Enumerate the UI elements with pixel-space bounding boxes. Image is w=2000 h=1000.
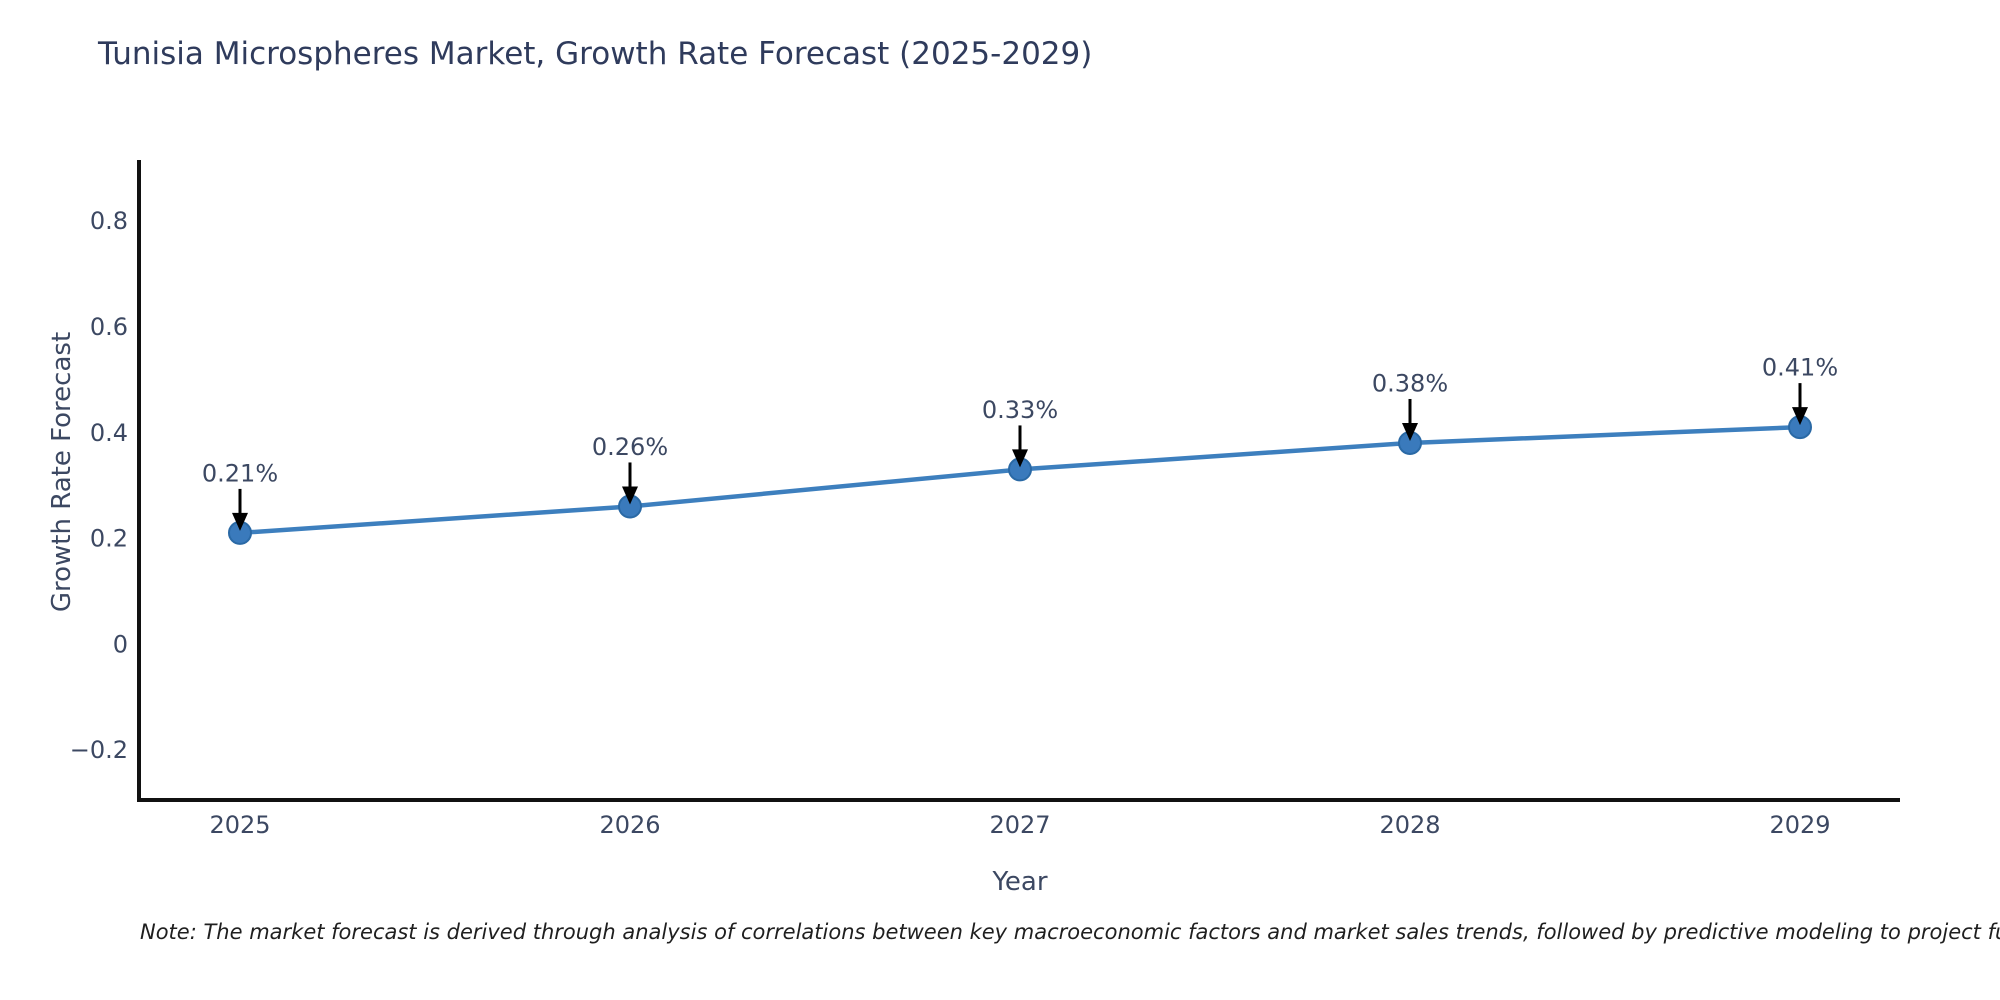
x-tick-label: 2026 <box>599 811 660 839</box>
annotation-arrow-head <box>1402 422 1418 441</box>
annotation-arrow-head <box>1792 407 1808 426</box>
y-tick-label: 0.2 <box>90 525 128 553</box>
point-value-label: 0.26% <box>592 433 668 461</box>
x-axis-label: Year <box>992 867 1048 897</box>
y-tick-label: 0 <box>113 630 128 658</box>
point-value-label: 0.38% <box>1372 369 1448 397</box>
x-tick-label: 2028 <box>1379 811 1440 839</box>
annotation-arrow-head <box>1012 449 1028 468</box>
footnote: Note: The market forecast is derived thr… <box>140 920 2000 944</box>
point-value-label: 0.41% <box>1762 354 1838 382</box>
y-tick-label: 0.8 <box>90 207 128 235</box>
x-tick-label: 2027 <box>989 811 1050 839</box>
y-tick-label: 0.4 <box>90 419 128 447</box>
annotation-arrow-head <box>232 512 248 531</box>
point-value-label: 0.33% <box>982 396 1058 424</box>
y-tick-label: −0.2 <box>70 736 128 764</box>
point-value-label: 0.21% <box>202 459 278 487</box>
y-tick-label: 0.6 <box>90 313 128 341</box>
annotation-arrow-head <box>622 486 638 505</box>
x-tick-label: 2025 <box>209 811 270 839</box>
chart-title: Tunisia Microspheres Market, Growth Rate… <box>98 36 1093 72</box>
x-tick-label: 2029 <box>1769 811 1830 839</box>
